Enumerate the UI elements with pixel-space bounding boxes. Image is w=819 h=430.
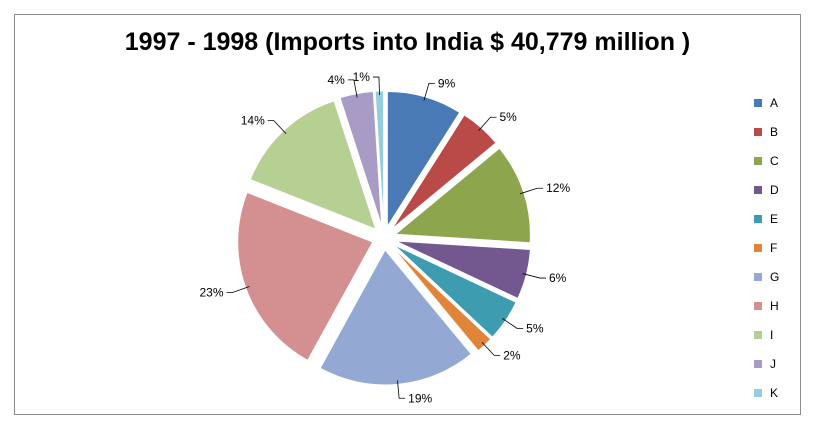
legend-item-b: B [754, 117, 779, 146]
data-label-e: 5% [526, 321, 544, 335]
data-label-k: 1% [353, 70, 371, 84]
leader-line-j [347, 79, 358, 98]
leader-line-h [226, 286, 250, 293]
legend-item-e: E [754, 204, 779, 233]
legend-item-g: G [754, 262, 779, 291]
legend-item-k: K [754, 378, 779, 407]
legend-label-e: E [770, 211, 779, 226]
legend-item-d: D [754, 175, 779, 204]
legend-swatch-e [754, 214, 762, 223]
leader-line-f [481, 341, 501, 356]
legend-item-f: F [754, 233, 779, 262]
leader-line-e [502, 318, 524, 329]
legend-swatch-h [754, 301, 762, 310]
data-label-c: 12% [546, 181, 570, 195]
data-label-d: 6% [549, 271, 567, 285]
legend-label-f: F [770, 240, 778, 255]
legend-swatch-j [754, 359, 762, 368]
legend-swatch-b [754, 127, 762, 136]
data-label-a: 9% [438, 76, 456, 90]
legend-swatch-g [754, 272, 762, 281]
legend-label-c: C [770, 153, 779, 168]
legend-item-a: A [754, 88, 779, 117]
data-label-i: 14% [241, 114, 265, 128]
legend-item-c: C [754, 146, 779, 175]
legend-item-h: H [754, 291, 779, 320]
leader-line-d [522, 273, 546, 279]
leader-line-k [372, 76, 380, 96]
leader-line-c [519, 187, 544, 195]
legend-swatch-f [754, 243, 762, 252]
data-label-b: 5% [499, 110, 517, 124]
leader-line-a [423, 82, 435, 101]
legend-item-j: J [754, 349, 779, 378]
data-label-g: 19% [408, 391, 432, 405]
legend-swatch-a [754, 98, 762, 107]
leader-line-i [267, 120, 287, 135]
legend-label-d: D [770, 182, 779, 197]
data-label-f: 2% [503, 348, 521, 362]
legend-label-a: A [770, 95, 779, 110]
legend-label-j: J [770, 356, 776, 371]
chart-title: 1997 - 1998 (Imports into India $ 40,779… [124, 28, 691, 56]
legend-label-h: H [770, 298, 779, 313]
data-label-j: 4% [327, 73, 345, 87]
legend-swatch-c [754, 156, 762, 165]
legend-swatch-i [754, 330, 762, 339]
data-label-h: 23% [199, 286, 223, 300]
leader-line-b [478, 116, 497, 131]
legend-label-i: I [770, 327, 774, 342]
legend-label-g: G [770, 269, 780, 284]
legend-swatch-d [754, 185, 762, 194]
leader-line-g [397, 380, 406, 399]
legend-label-b: B [770, 124, 779, 139]
legend-item-i: I [754, 320, 779, 349]
legend-swatch-k [754, 388, 762, 397]
legend-label-k: K [770, 385, 779, 400]
